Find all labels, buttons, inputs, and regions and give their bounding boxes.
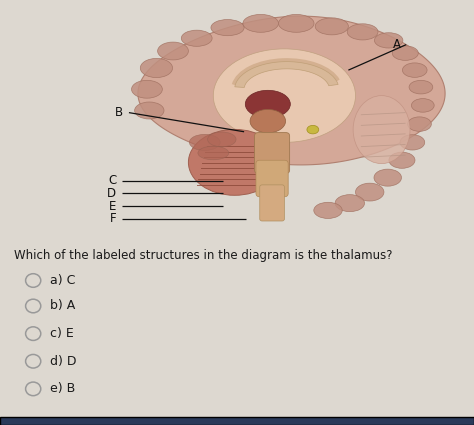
Ellipse shape (314, 202, 342, 218)
Ellipse shape (408, 117, 431, 131)
Ellipse shape (400, 135, 425, 150)
Ellipse shape (389, 152, 415, 168)
Text: B: B (115, 106, 123, 119)
Text: F: F (109, 212, 116, 225)
Ellipse shape (189, 134, 220, 150)
Ellipse shape (250, 110, 285, 133)
Polygon shape (138, 16, 445, 165)
Ellipse shape (211, 20, 244, 36)
FancyBboxPatch shape (0, 417, 474, 425)
Text: E: E (109, 200, 116, 212)
Text: e) B: e) B (50, 382, 75, 395)
Ellipse shape (347, 24, 378, 40)
Ellipse shape (374, 33, 403, 48)
Ellipse shape (131, 80, 162, 98)
Text: Which of the labeled structures in the diagram is the thalamus?: Which of the labeled structures in the d… (14, 249, 393, 262)
Ellipse shape (279, 14, 314, 32)
Ellipse shape (208, 132, 236, 147)
FancyBboxPatch shape (260, 185, 284, 221)
Text: a) C: a) C (50, 274, 75, 287)
Text: C: C (108, 174, 116, 187)
Text: d) D: d) D (50, 355, 76, 368)
Ellipse shape (140, 59, 173, 78)
Polygon shape (235, 62, 338, 88)
Ellipse shape (246, 91, 290, 118)
Text: c) E: c) E (50, 327, 73, 340)
Text: b) A: b) A (50, 300, 75, 312)
Ellipse shape (307, 125, 319, 134)
Ellipse shape (243, 14, 279, 32)
Ellipse shape (157, 42, 188, 60)
Ellipse shape (198, 146, 228, 160)
Ellipse shape (213, 49, 356, 142)
Ellipse shape (411, 99, 434, 112)
Ellipse shape (335, 195, 365, 212)
Text: A: A (392, 38, 401, 51)
Ellipse shape (402, 63, 427, 77)
Ellipse shape (315, 18, 348, 35)
FancyBboxPatch shape (256, 160, 288, 197)
Ellipse shape (374, 169, 401, 186)
Ellipse shape (181, 30, 212, 46)
Ellipse shape (353, 96, 410, 164)
FancyBboxPatch shape (255, 133, 290, 173)
Ellipse shape (356, 183, 384, 201)
Ellipse shape (409, 80, 433, 94)
Text: D: D (107, 187, 116, 200)
Ellipse shape (135, 102, 164, 119)
Ellipse shape (392, 46, 418, 60)
Ellipse shape (188, 130, 281, 196)
